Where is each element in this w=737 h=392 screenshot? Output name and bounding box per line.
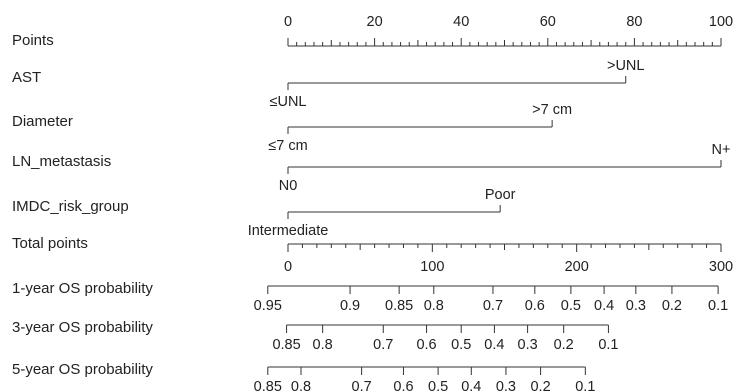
1-year-os-probability-tick-label: 0.9 [340,298,360,314]
1-year-os-probability-tick-label: 0.85 [385,298,413,314]
row-label-total-points: Total points [12,235,88,252]
row-label-ln-metastasis: LN_metastasis [12,153,111,170]
diameter-level-label: ≤7 cm [268,138,307,154]
3-year-os-probability-tick-label: 0.5 [451,337,471,353]
5-year-os-probability-tick-label: 0.85 [254,379,282,392]
ast-level-label: >UNL [607,58,644,74]
row-label-diameter: Diameter [12,113,73,130]
total-tick-label: 0 [284,259,292,275]
5-year-os-probability-tick-label: 0.1 [575,379,595,392]
3-year-os-probability-tick-label: 0.1 [598,337,618,353]
ln-metastasis-level-label: N0 [279,178,298,194]
3-year-os-probability-tick-label: 0.8 [313,337,333,353]
5-year-os-probability-tick-label: 0.3 [496,379,516,392]
5-year-os-probability-tick-label: 0.7 [352,379,372,392]
diameter-level-label: >7 cm [532,102,572,118]
3-year-os-probability-tick-label: 0.2 [554,337,574,353]
1-year-os-probability-tick-label: 0.3 [626,298,646,314]
1-year-os-probability-tick-label: 0.5 [561,298,581,314]
points-tick-label: 0 [284,14,292,30]
3-year-os-probability-tick-label: 0.3 [518,337,538,353]
points-tick-label: 100 [709,14,733,30]
1-year-os-probability-tick-label: 0.1 [708,298,728,314]
imdc-risk-group-level-label: Intermediate [248,223,329,239]
row-label-points: Points [12,32,54,49]
total-tick-label: 300 [709,259,733,275]
3-year-os-probability-tick-label: 0.4 [484,337,504,353]
points-tick-label: 20 [367,14,383,30]
3-year-os-probability-tick-label: 0.85 [272,337,300,353]
points-tick-label: 80 [626,14,642,30]
3-year-os-probability-tick-label: 0.7 [373,337,393,353]
5-year-os-probability-tick-label: 0.4 [461,379,481,392]
row-label-1-year-os-probability: 1-year OS probability [12,280,153,297]
ln-metastasis-level-label: N+ [712,142,731,158]
1-year-os-probability-tick-label: 0.4 [594,298,614,314]
total-tick-label: 200 [565,259,589,275]
total-tick-label: 100 [420,259,444,275]
1-year-os-probability-tick-label: 0.8 [424,298,444,314]
1-year-os-probability-tick-label: 0.6 [525,298,545,314]
points-tick-label: 40 [453,14,469,30]
ast-level-label: ≤UNL [270,94,307,110]
5-year-os-probability-tick-label: 0.6 [393,379,413,392]
points-tick-label: 60 [540,14,556,30]
3-year-os-probability-tick-label: 0.6 [416,337,436,353]
row-label-ast: AST [12,69,41,86]
5-year-os-probability-tick-label: 0.8 [291,379,311,392]
1-year-os-probability-tick-label: 0.95 [254,298,282,314]
5-year-os-probability-tick-label: 0.2 [530,379,550,392]
row-label-3-year-os-probability: 3-year OS probability [12,319,153,336]
imdc-risk-group-level-label: Poor [485,187,516,203]
row-label-5-year-os-probability: 5-year OS probability [12,361,153,378]
row-label-imdc-risk-group: IMDC_risk_group [12,198,129,215]
1-year-os-probability-tick-label: 0.2 [662,298,682,314]
1-year-os-probability-tick-label: 0.7 [483,298,503,314]
5-year-os-probability-tick-label: 0.5 [428,379,448,392]
